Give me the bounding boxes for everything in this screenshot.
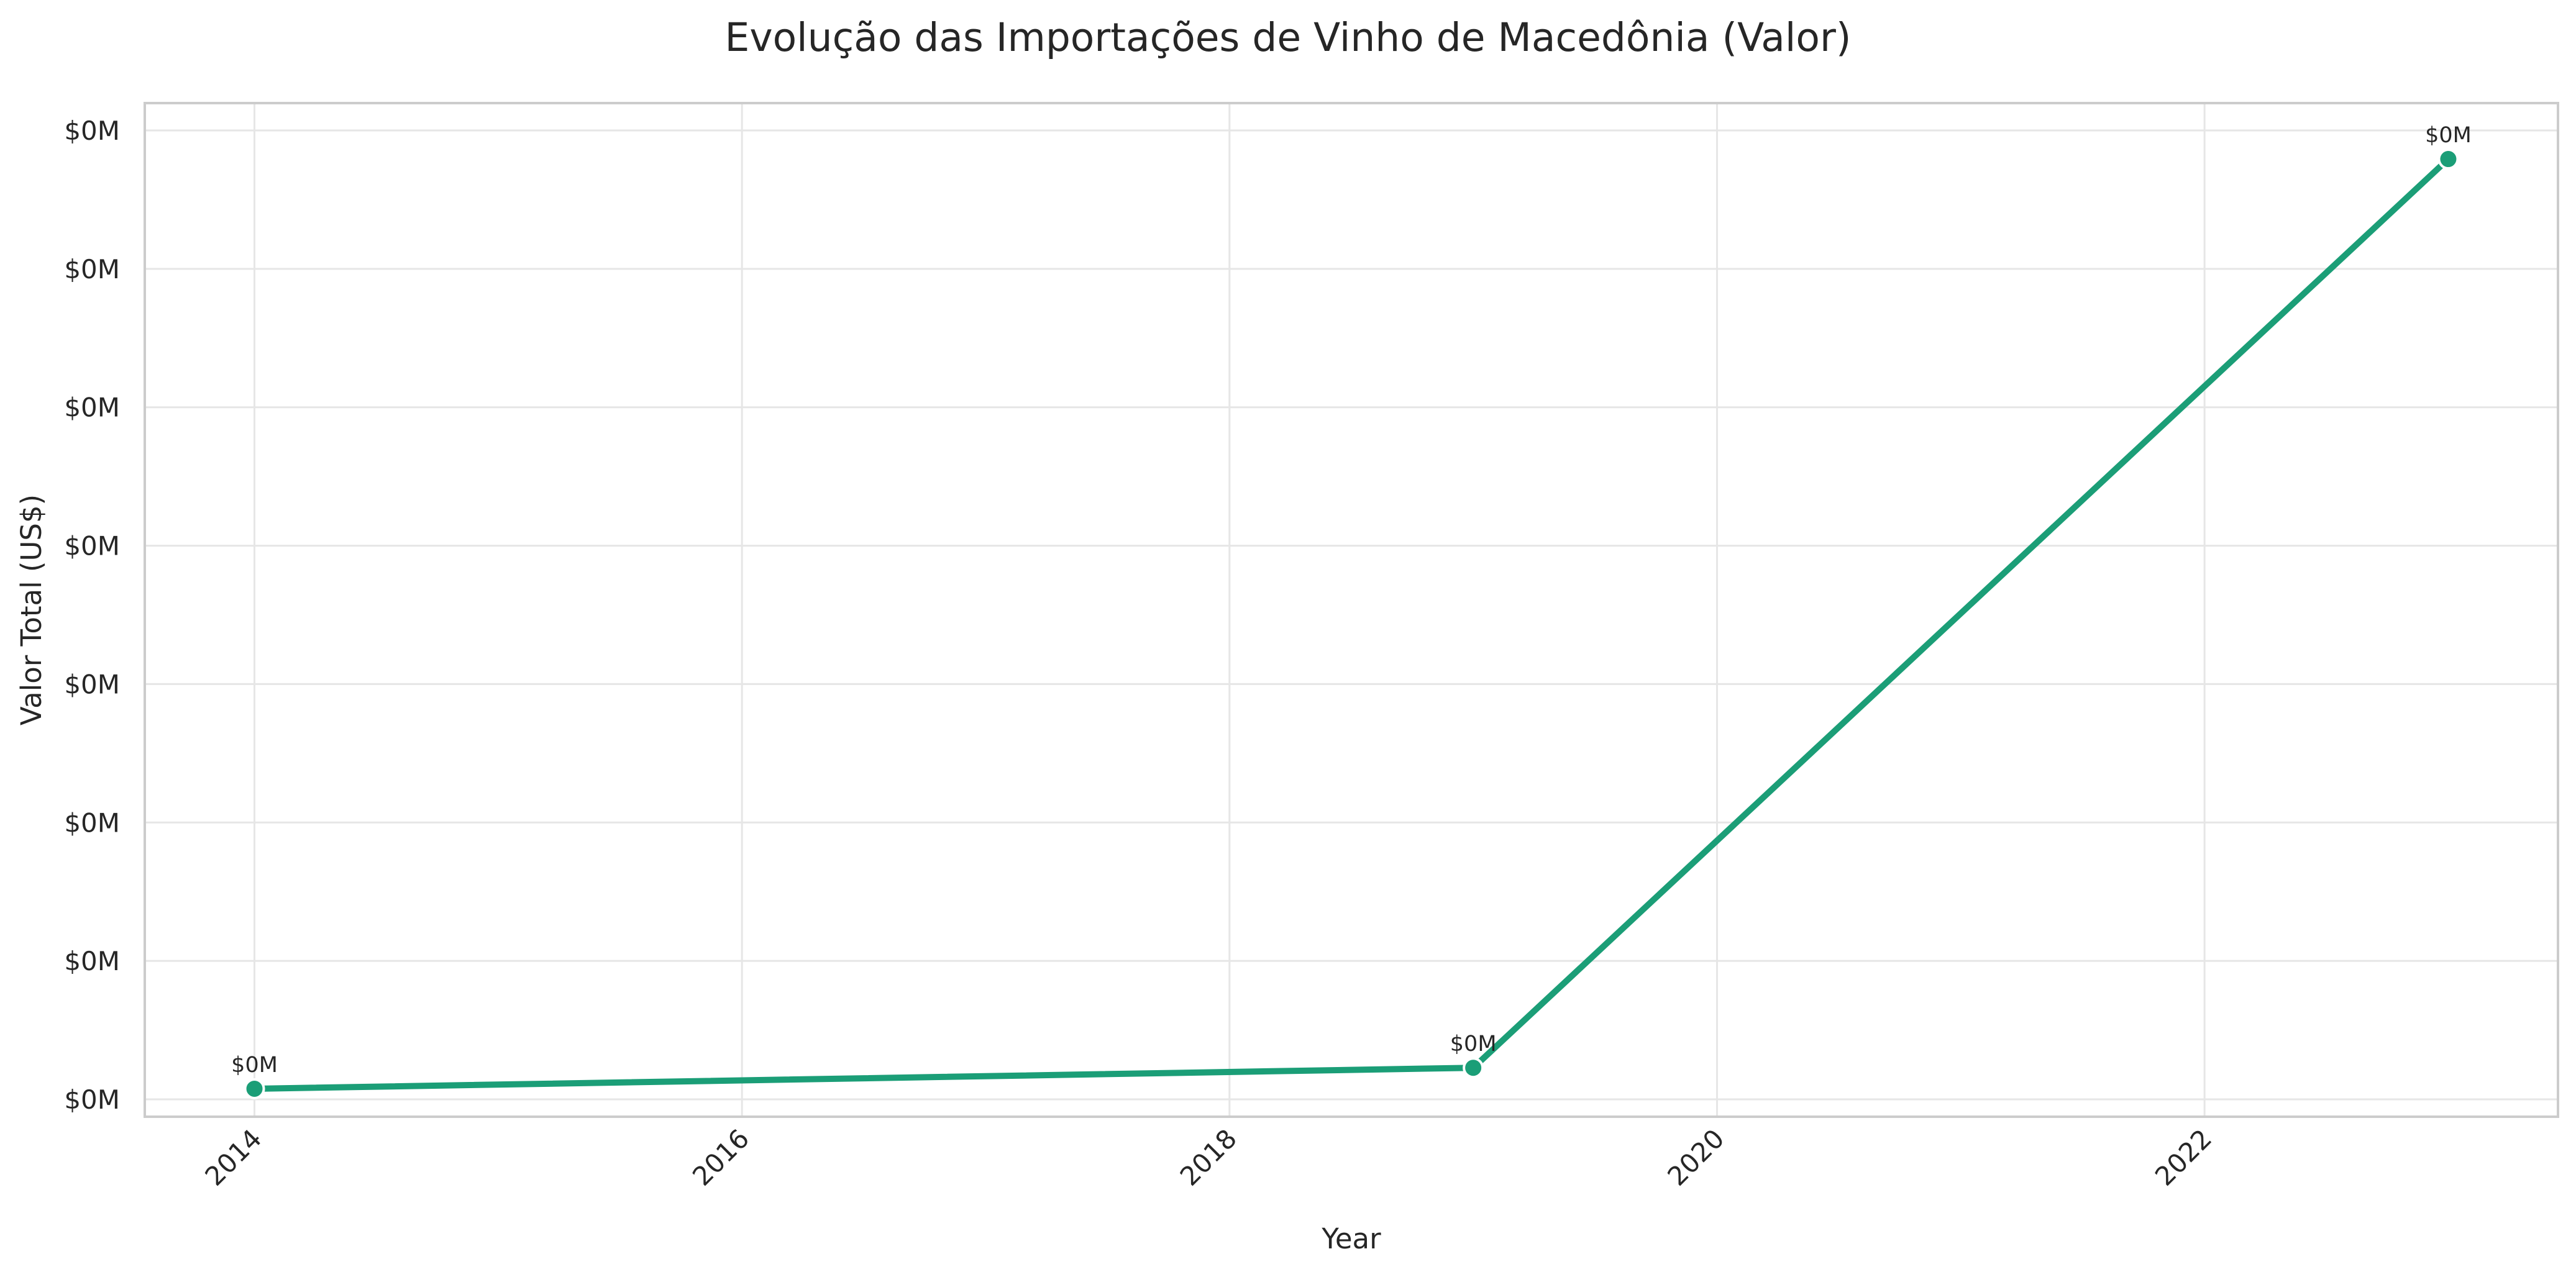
x-tick-label: 2016 bbox=[687, 1123, 755, 1191]
series-line bbox=[251, 156, 2452, 1092]
data-point bbox=[1463, 1057, 1484, 1079]
y-tick-label: $0M bbox=[64, 116, 120, 146]
data-label: $0M bbox=[2425, 123, 2472, 148]
x-tick-label: 2014 bbox=[199, 1123, 267, 1191]
y-tick-label: $0M bbox=[64, 807, 120, 838]
data-point bbox=[2437, 148, 2459, 170]
chart-title: Evolução das Importações de Vinho de Mac… bbox=[725, 15, 1852, 60]
x-axis-label: Year bbox=[1321, 1222, 1381, 1255]
data-point bbox=[244, 1078, 265, 1099]
x-tick-label: 2022 bbox=[2149, 1123, 2217, 1191]
plot-frame bbox=[144, 102, 2559, 1118]
y-tick-label: $0M bbox=[64, 1084, 120, 1115]
y-tick-label: $0M bbox=[64, 669, 120, 699]
data-label: $0M bbox=[1450, 1032, 1497, 1056]
series-layer: $0M $0M $0M bbox=[231, 123, 2472, 1099]
data-label: $0M bbox=[231, 1053, 278, 1078]
y-axis-label: Valor Total (US$) bbox=[15, 494, 48, 725]
y-tick-label: $0M bbox=[64, 254, 120, 284]
y-tick-label: $0M bbox=[64, 946, 120, 976]
y-tick-label: $0M bbox=[64, 531, 120, 561]
tick-labels: 2014 2016 2018 2020 2022 $0M $0M $0M $0M $0M $0M $0… bbox=[64, 116, 2217, 1192]
x-tick-label: 2018 bbox=[1174, 1123, 1243, 1191]
x-tick-label: 2020 bbox=[1661, 1123, 1730, 1191]
grid-lines bbox=[145, 103, 2558, 1117]
y-tick-label: $0M bbox=[64, 393, 120, 423]
